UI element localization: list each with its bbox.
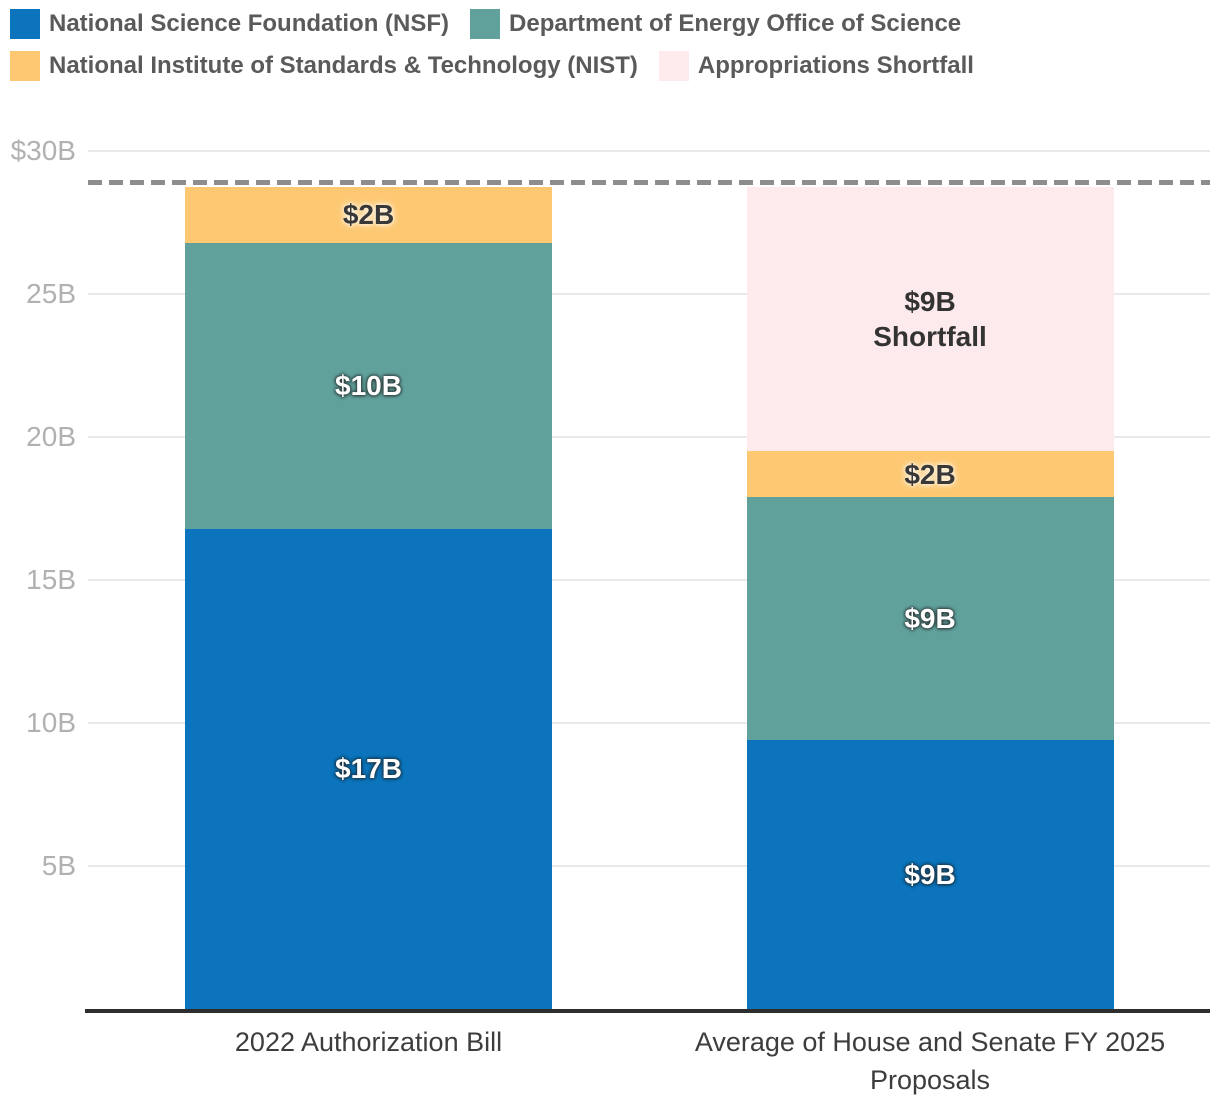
legend-label-nist: National Institute of Standards & Techno… — [49, 52, 638, 79]
x-axis-category-label: 2022 Authorization Bill — [234, 1027, 503, 1057]
y-axis-label-25b: 25B — [26, 278, 76, 309]
bar-segment-nist: $2B — [185, 186, 552, 243]
legend-swatch-nsf — [10, 9, 40, 39]
bar-segment-label-nist: $2B — [342, 199, 395, 231]
bar-segment-nsf: $17B — [185, 528, 552, 1009]
gridline-15b — [88, 579, 1210, 581]
bar-segment-label-shortfall: $9B Shortfall — [873, 286, 987, 353]
legend-label-doe-science: Department of Energy Office of Science — [509, 10, 962, 37]
legend-item-doe-science: Department of Energy Office of Science — [470, 9, 961, 39]
x-axis-line — [85, 1009, 1210, 1013]
bar-segment-label-nsf: $9B — [904, 859, 956, 891]
bar-segment-label-nist: $2B — [904, 458, 956, 490]
legend-swatch-nist — [10, 51, 40, 81]
bar-segment-doe-science: $10B — [185, 242, 552, 529]
bar-segment-label-nsf: $17B — [335, 753, 402, 785]
x-axis-category-label: Average of House and Senate FY 2025 Prop… — [694, 1027, 1166, 1095]
legend-item-shortfall: Appropriations Shortfall — [658, 51, 974, 81]
bar-segment-label-doe-science: $10B — [335, 370, 402, 402]
bar-segment-nist: $2B — [746, 451, 1114, 498]
y-axis-label-5b: 5B — [41, 850, 76, 881]
bar-segment-label-doe-science: $9B — [904, 603, 956, 635]
legend-item-nsf: National Science Foundation (NSF) — [10, 9, 449, 39]
gridline-25b — [88, 293, 1210, 295]
legend-label-shortfall: Appropriations Shortfall — [697, 52, 974, 79]
gridline-20b — [88, 436, 1210, 438]
y-axis-label-10b: 10B — [26, 707, 76, 738]
legend-swatch-doe-science — [470, 9, 501, 39]
legend-row: National Institute of Standards & Techno… — [10, 51, 974, 81]
gridline-30b — [88, 150, 1210, 152]
y-axis-label-30b: $30B — [10, 135, 76, 166]
legend-item-nist: National Institute of Standards & Techno… — [10, 51, 638, 81]
legend-label-nsf: National Science Foundation (NSF) — [49, 10, 450, 37]
legend-swatch-shortfall — [658, 51, 689, 81]
gridline-5b — [88, 865, 1210, 867]
chart-legend: National Science Foundation (NSF) Departm… — [10, 9, 974, 81]
y-axis-label-20b: 20B — [26, 421, 76, 452]
bar-segment-shortfall: $9B Shortfall — [746, 186, 1114, 452]
gridline-10b — [88, 722, 1210, 724]
y-axis-label-15b: 15B — [26, 564, 76, 595]
authorized-total-dashed-line — [88, 180, 1210, 186]
bar-segment-doe-science: $9B — [746, 497, 1114, 741]
bar-segment-nsf: $9B — [746, 740, 1114, 1009]
legend-row: National Science Foundation (NSF) Departm… — [10, 9, 974, 39]
